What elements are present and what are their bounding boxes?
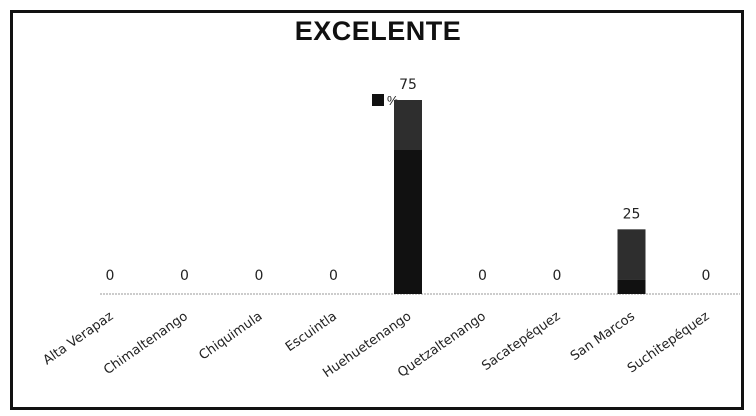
data-label-7: 25 xyxy=(623,206,641,222)
data-label-3: 0 xyxy=(329,268,338,284)
data-label-5: 0 xyxy=(478,268,487,284)
x-tick-label-0: Alta Verapaz xyxy=(41,309,117,368)
data-label-8: 0 xyxy=(702,268,711,284)
data-label-2: 0 xyxy=(255,268,264,284)
x-tick-label-6: Sacatepéquez xyxy=(479,309,563,374)
legend-label: % xyxy=(387,92,399,108)
bar-7-upper xyxy=(617,229,646,280)
data-label-0: 0 xyxy=(106,268,115,284)
x-tick-label-8: Suchitepéquez xyxy=(625,309,713,377)
bar-4-upper xyxy=(394,100,422,150)
bar-7 xyxy=(617,279,646,294)
x-tick-label-2: Chiquimula xyxy=(196,309,265,363)
legend-swatch xyxy=(372,94,384,106)
data-label-6: 0 xyxy=(553,268,562,284)
data-label-4: 75 xyxy=(399,77,417,93)
x-tick-label-7: San Marcos xyxy=(568,309,638,364)
bar-4 xyxy=(394,150,422,294)
chart-frame xyxy=(10,10,744,410)
data-label-1: 0 xyxy=(180,268,189,284)
legend: % xyxy=(372,92,399,108)
x-tick-label-3: Escuintla xyxy=(283,309,340,355)
chart-title: EXCELENTE xyxy=(294,16,462,46)
